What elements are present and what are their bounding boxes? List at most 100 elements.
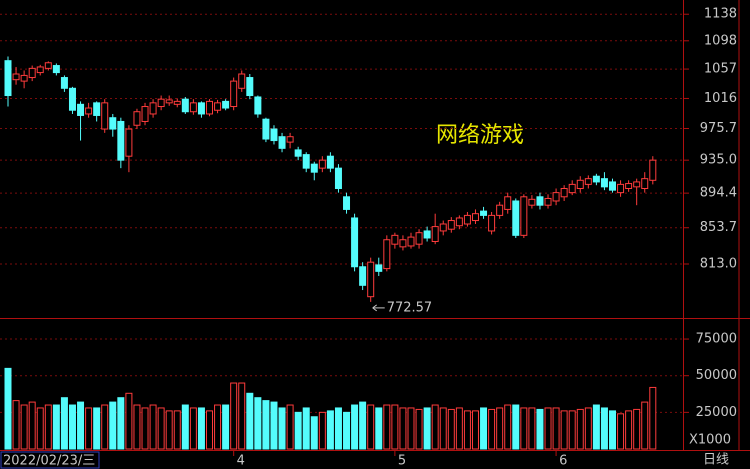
candle-body — [343, 196, 351, 210]
volume-bar — [399, 407, 407, 450]
candle-body — [447, 220, 455, 230]
candle-body — [544, 197, 552, 206]
candle-body — [649, 159, 657, 181]
volume-bar — [504, 404, 512, 450]
y-tick-label: 935.0 — [700, 153, 737, 168]
y-tick-label: 1098 — [704, 33, 737, 48]
volume-bar — [536, 408, 544, 450]
volume-bar — [609, 410, 616, 450]
volume-bar — [278, 407, 286, 450]
y-tick-label: 75000 — [696, 332, 737, 347]
y-tick-label: 813.0 — [700, 257, 737, 272]
volume-bar — [12, 400, 20, 450]
candle-body — [633, 181, 641, 188]
volume-bar — [407, 407, 415, 450]
volume-bar — [133, 404, 141, 450]
volume-bar — [117, 397, 125, 450]
volume-bar — [254, 397, 262, 450]
volume-bar — [77, 401, 85, 450]
volume-bar — [294, 411, 302, 450]
volume-bar — [197, 407, 205, 450]
candle-body — [536, 196, 544, 206]
candle-body — [36, 66, 44, 74]
volume-bar — [52, 404, 60, 450]
volume-bar — [109, 401, 117, 450]
candle-body — [439, 223, 447, 232]
volume-bar — [600, 407, 608, 450]
volume-bar — [246, 392, 254, 450]
volume-bar — [68, 404, 76, 450]
candle-body — [141, 106, 149, 122]
candle-body — [326, 155, 334, 169]
x-tick-label: 2022/02/23/三 — [3, 454, 95, 469]
volume-bar — [480, 407, 488, 450]
y-tick-label: 1057 — [704, 62, 737, 77]
candle-body — [528, 198, 536, 206]
volume-bar — [383, 404, 391, 450]
volume-bar — [214, 404, 222, 450]
candle-body — [125, 128, 133, 157]
volume-bar — [318, 411, 326, 450]
volume-bar — [326, 410, 334, 450]
volume-bar — [60, 397, 68, 450]
candle-body — [351, 217, 359, 268]
volume-bar — [568, 410, 576, 450]
candle-body — [504, 196, 512, 210]
volume-bar — [270, 401, 278, 450]
candle-body — [12, 73, 20, 81]
candle-body — [28, 67, 36, 79]
period-label: 日线 — [703, 453, 729, 468]
candle-body — [52, 65, 60, 74]
candle-body — [286, 136, 294, 143]
candle-body — [44, 62, 52, 69]
candle-body — [584, 178, 592, 185]
candle-body — [641, 178, 649, 189]
volume-bar — [625, 410, 633, 450]
volume-bar — [359, 401, 367, 450]
volume-bar — [423, 407, 431, 450]
volume-bar — [101, 404, 109, 450]
candle-body — [157, 98, 165, 108]
volume-bar — [592, 404, 600, 450]
candle-body — [375, 264, 383, 272]
candle-body — [496, 204, 504, 216]
candle-body — [101, 102, 109, 130]
volume-bar — [149, 404, 157, 450]
low-arrow-head — [372, 304, 377, 312]
volume-bar — [20, 404, 28, 450]
candle-body — [609, 181, 616, 191]
volume-bar — [512, 404, 520, 450]
volume-bar — [455, 407, 463, 450]
candle-body — [576, 179, 584, 189]
volume-bar — [238, 382, 246, 450]
candle-body — [302, 154, 310, 169]
candle-body — [93, 102, 101, 116]
candle-body — [133, 111, 141, 126]
candle-body — [278, 136, 286, 149]
volume-bar — [44, 404, 52, 450]
volume-bar — [85, 407, 93, 450]
x-tick-label: 4 — [237, 454, 245, 469]
candle-body — [592, 175, 600, 183]
candle-body — [359, 266, 367, 286]
volume-bar — [496, 407, 504, 450]
volume-bar — [576, 408, 584, 450]
volume-bar — [431, 404, 439, 450]
candle-body — [4, 60, 12, 97]
candle-body — [230, 80, 238, 108]
candle-body — [318, 159, 326, 169]
candle-body — [431, 226, 439, 243]
unit-label: X1000 — [689, 433, 731, 448]
volume-bar — [488, 408, 496, 450]
candle-body — [600, 178, 608, 188]
candle-body — [173, 100, 181, 105]
annotation: 网络游戏 — [436, 123, 524, 148]
volume-bar — [375, 407, 383, 450]
volume-bar — [351, 404, 359, 450]
volume-bar — [181, 404, 189, 450]
candle-body — [471, 213, 479, 222]
date-box — [0, 451, 100, 469]
volume-bar — [584, 407, 592, 450]
y-tick-label: 1016 — [704, 91, 737, 106]
